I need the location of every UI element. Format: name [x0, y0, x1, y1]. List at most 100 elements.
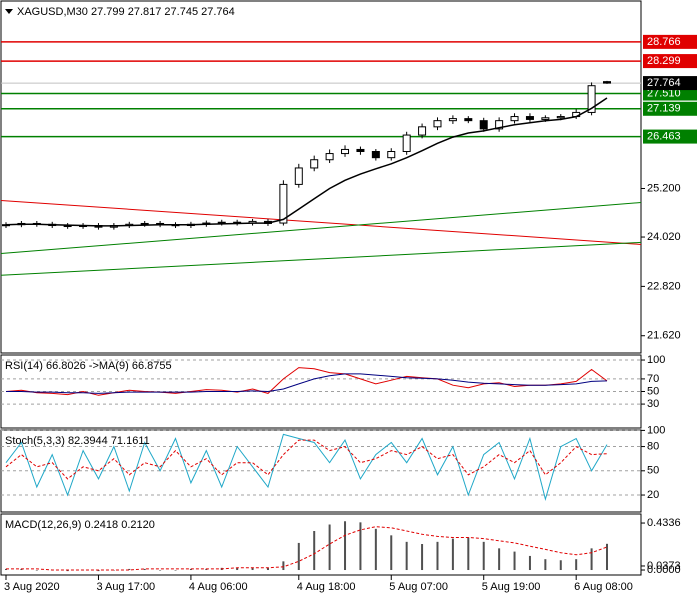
- y-tick-label: 25.200: [647, 182, 681, 194]
- candle-body: [418, 126, 427, 136]
- x-tick-label: 5 Aug 07:00: [389, 581, 448, 593]
- level-label: 27.510: [647, 87, 681, 99]
- candle-body: [341, 148, 350, 155]
- candle-body: [402, 134, 411, 153]
- histogram-bar: [528, 555, 531, 571]
- x-tick-label: 4 Aug 06:00: [189, 581, 248, 593]
- candle-body: [279, 183, 288, 224]
- histogram-bar: [359, 522, 362, 571]
- trend-line: [0, 241, 642, 276]
- histogram-bar: [513, 551, 516, 571]
- histogram-bar: [344, 521, 347, 571]
- header-part: 27.764: [201, 6, 235, 18]
- candle-body: [510, 116, 519, 122]
- header-part: 66.8755: [132, 360, 172, 372]
- panel-header: RSI(14) 66.8026 ->MA(9) 66.8755: [5, 360, 172, 372]
- histogram-bar: [498, 548, 501, 571]
- y-tick-label: 80: [647, 440, 659, 452]
- candle-body: [448, 118, 457, 122]
- histogram-bar: [251, 567, 254, 571]
- level-label: 28.299: [647, 55, 681, 67]
- header-part: XAGUSD,M30: [17, 6, 88, 18]
- histogram-bar: [467, 537, 470, 571]
- header-part: 66.8026: [46, 360, 86, 372]
- histogram-bar: [143, 568, 146, 571]
- histogram-bar: [482, 541, 485, 571]
- y-tick-label: 0.0373: [647, 560, 681, 572]
- last-price-label: 27.764: [647, 77, 681, 89]
- candle-body: [525, 116, 534, 120]
- level-label: 28.766: [647, 36, 681, 48]
- histogram-bar: [66, 570, 69, 572]
- y-tick-label: 0.4336: [647, 517, 681, 529]
- header-part: 27.799: [91, 6, 125, 18]
- y-tick-label: 50: [647, 385, 659, 397]
- y-tick-label: 100: [647, 354, 665, 366]
- indicator-line: [5, 439, 608, 480]
- indicator-line: [6, 373, 608, 394]
- candle-body: [587, 85, 596, 113]
- candle-body: [387, 151, 396, 159]
- histogram-bar: [590, 548, 593, 571]
- x-tick-label: 3 Aug 17:00: [96, 581, 155, 593]
- x-tick-label: 4 Aug 18:00: [297, 581, 356, 593]
- histogram-bar: [544, 559, 547, 571]
- panel-header: Stoch(5,3,3) 82.3944 71.1611: [5, 435, 150, 447]
- histogram-bar: [405, 541, 408, 571]
- indicator-line: [5, 433, 608, 501]
- candle-body: [294, 167, 303, 185]
- header-part: RSI(14): [5, 360, 43, 372]
- header-part: ->MA(9): [89, 360, 129, 372]
- histogram-bar: [282, 561, 285, 571]
- histogram-bar: [559, 560, 562, 571]
- header-part: 82.3944: [68, 435, 108, 447]
- panel-header: MACD(12,26,9) 0.2418 0.2120: [5, 519, 155, 531]
- y-tick-label: 24.020: [647, 231, 681, 243]
- histogram-bar: [35, 570, 38, 571]
- candle-body: [603, 81, 611, 84]
- histogram-bar: [390, 535, 393, 571]
- moving-average: [5, 97, 608, 227]
- histogram-bar: [451, 538, 454, 571]
- histogram-bar: [20, 568, 23, 571]
- signal-line: [6, 526, 608, 571]
- histogram-bar: [374, 528, 377, 571]
- level-label-box: [643, 129, 697, 144]
- candle-body: [356, 148, 365, 153]
- y-tick-label: 22.820: [647, 280, 681, 292]
- panel: [0, 0, 642, 354]
- histogram-bar: [297, 542, 300, 571]
- histogram-bar: [189, 568, 192, 571]
- y-tick-label: 100: [647, 424, 665, 436]
- y-tick-label: 70: [647, 373, 659, 385]
- x-tick-label: 3 Aug 2020: [4, 581, 60, 593]
- header-part: 27.745: [164, 6, 198, 18]
- level-label-box: [643, 101, 697, 116]
- trend-line: [0, 201, 642, 254]
- histogram-bar: [266, 567, 269, 571]
- candle-body: [325, 153, 334, 161]
- histogram-bar: [421, 544, 424, 571]
- candle-body: [310, 159, 319, 169]
- candle-body: [541, 117, 550, 120]
- header-part: 27.817: [128, 6, 162, 18]
- level-label: 27.139: [647, 103, 681, 115]
- panel: [0, 513, 642, 576]
- y-tick-label: 50: [647, 465, 659, 477]
- candle-body: [479, 120, 488, 130]
- histogram-bar: [328, 524, 331, 571]
- x-tick-label: 6 Aug 08:00: [574, 581, 633, 593]
- candle-body: [433, 120, 442, 128]
- last-price-box: [643, 76, 697, 91]
- y-tick-label: 21.620: [647, 330, 681, 342]
- candle-body: [464, 118, 473, 122]
- level-label: 26.463: [647, 130, 681, 142]
- y-tick-label: 20: [647, 489, 659, 501]
- level-label-box: [643, 34, 697, 49]
- trend-line: [0, 199, 642, 245]
- histogram-bar: [5, 568, 7, 571]
- candle-body: [495, 120, 504, 130]
- candle-body: [217, 221, 226, 224]
